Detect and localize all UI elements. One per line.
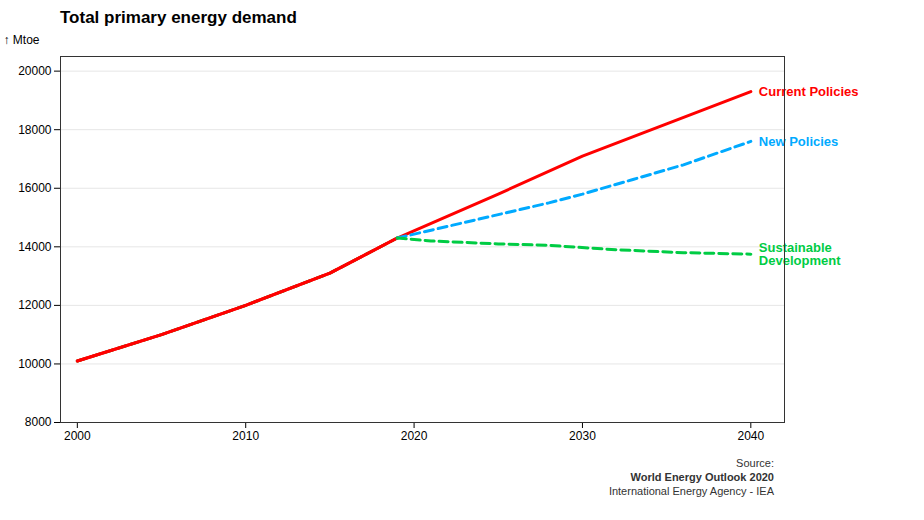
svg-text:14000: 14000 [18, 240, 52, 254]
svg-text:2020: 2020 [401, 429, 428, 443]
svg-text:12000: 12000 [18, 298, 52, 312]
html-text:World Energy Outlook 2020: World Energy Outlook 2020 [630, 471, 774, 483]
svg-text:2000: 2000 [64, 429, 91, 443]
svg-text:8000: 8000 [25, 415, 52, 429]
svg-text:10000: 10000 [18, 357, 52, 371]
svg-text:2040: 2040 [737, 429, 764, 443]
html-text:International Energy Agency -: International Energy Agency - IEA [608, 485, 774, 497]
svg-text:↑ Mtoe: ↑ Mtoe [4, 33, 40, 47]
svg-text:2010: 2010 [232, 429, 259, 443]
svg-text:20000: 20000 [18, 64, 52, 78]
svg-text:SustainableDevelopment: SustainableDevelopment [759, 240, 841, 268]
svg-text:18000: 18000 [18, 123, 52, 137]
html-text:Total primary energy demand: Total primary energy demand [60, 8, 297, 27]
svg-text:Current Policies: Current Policies [759, 84, 859, 99]
svg-text:2030: 2030 [569, 429, 596, 443]
html-text:Source:: Source: [736, 457, 774, 469]
svg-text:New Policies: New Policies [759, 134, 838, 149]
svg-text:16000: 16000 [18, 181, 52, 195]
